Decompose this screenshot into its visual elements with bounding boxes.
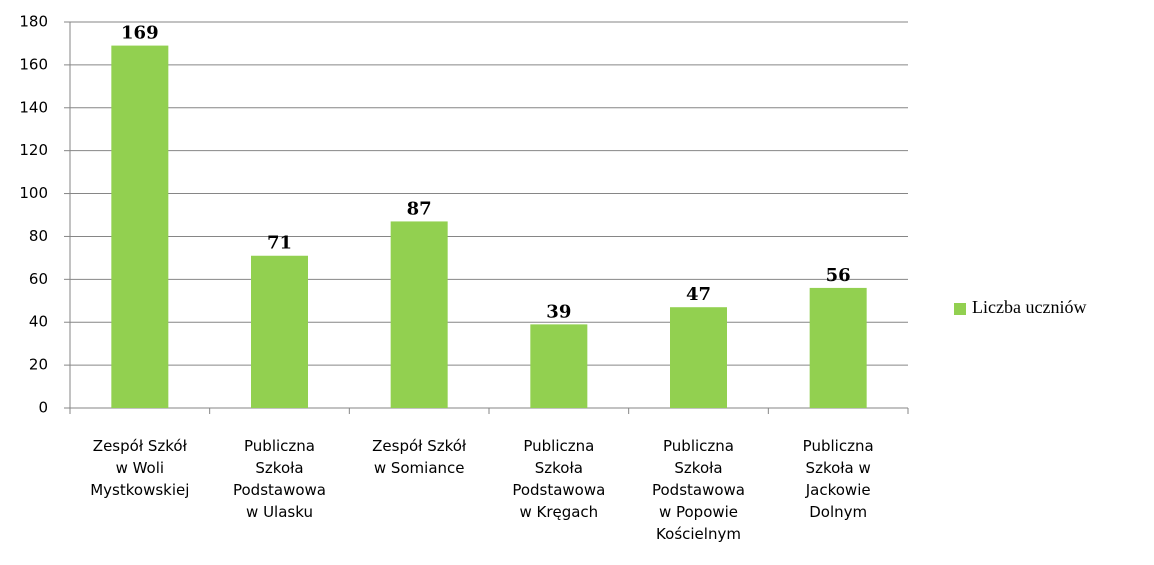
x-tick-label-line: Jackowie — [805, 481, 871, 499]
x-tick-label: Publiczna Szkoła w Jackowie Dolnym — [803, 437, 874, 521]
legend-swatch — [954, 303, 966, 315]
x-tick-label-line: w Woli — [116, 459, 165, 477]
y-tick-label: 80 — [29, 227, 48, 245]
data-label: 87 — [407, 198, 432, 219]
data-label: 71 — [267, 233, 292, 254]
y-tick-label: 0 — [38, 399, 48, 417]
y-tick-label: 60 — [29, 270, 48, 288]
x-tick-label-line: Publiczna — [803, 437, 874, 455]
x-tick-label-line: Kościelnym — [656, 525, 741, 543]
legend-label: Liczba uczniów — [972, 297, 1086, 317]
y-tick-label: 140 — [19, 98, 48, 116]
x-tick-label-line: Publiczna — [244, 437, 315, 455]
bar — [111, 45, 169, 408]
x-tick-label-line: w Ulasku — [246, 503, 313, 521]
y-tick-label: 180 — [19, 13, 48, 31]
data-label: 47 — [686, 284, 711, 305]
x-tick-label-line: w Popowie — [659, 503, 738, 521]
y-tick-label: 40 — [29, 313, 48, 331]
x-tick-label-line: w Kręgach — [519, 503, 598, 521]
bar — [530, 324, 588, 408]
bar — [390, 221, 448, 408]
y-tick-label: 100 — [19, 184, 48, 202]
bar — [809, 287, 867, 408]
x-tick-label-line: Podstawowa — [652, 481, 745, 499]
x-tick-label-line: Mystkowskiej — [90, 481, 189, 499]
x-tick-label-line: Podstawowa — [512, 481, 605, 499]
x-tick-label-line: Szkoła — [674, 459, 722, 477]
x-tick-label: Publiczna Szkoła Podstawowa w Popowie Koście… — [652, 437, 745, 543]
x-tick-label-line: w Somiance — [374, 459, 465, 477]
x-tick-label-line: Publiczna — [523, 437, 594, 455]
x-tick-label-line: Szkoła w — [806, 459, 871, 477]
x-tick-label-line: Zespół Szkół — [372, 437, 467, 455]
y-tick-label: 120 — [19, 141, 48, 159]
x-tick-label-line: Szkoła — [535, 459, 583, 477]
x-tick-label: Publiczna Szkoła Podstawowa w Kręgach — [512, 437, 605, 521]
y-tick-label: 160 — [19, 55, 48, 73]
x-tick-label: Publiczna Szkoła Podstawowa w Ulasku — [233, 437, 326, 521]
x-tick-label: Zespół Szkół w Somiance — [372, 437, 467, 477]
y-tick-label: 20 — [29, 356, 48, 374]
x-tick-label-line: Publiczna — [663, 437, 734, 455]
x-tick-label-line: Szkoła — [255, 459, 303, 477]
data-label: 169 — [121, 23, 159, 44]
x-tick-label-line: Zespół Szkół — [93, 437, 188, 455]
data-label: 39 — [546, 301, 571, 322]
x-tick-label-line: Dolnym — [809, 503, 867, 521]
x-tick-label-line: Podstawowa — [233, 481, 326, 499]
bar — [670, 307, 727, 408]
bar — [251, 255, 308, 408]
data-label: 56 — [826, 265, 851, 286]
x-tick-label: Zespół Szkół w Woli Mystkowskiej — [90, 437, 189, 499]
